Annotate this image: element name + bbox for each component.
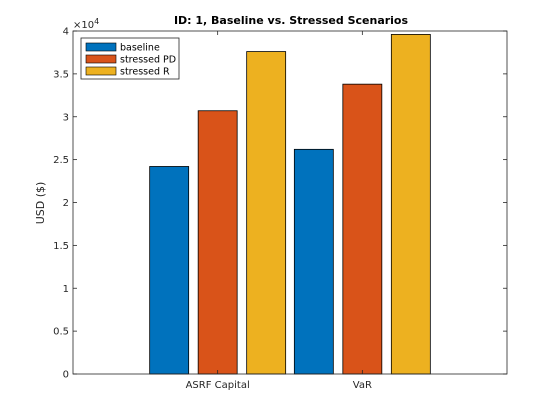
y-tick-label: 2	[63, 198, 69, 209]
y-tick-label: 0.5	[53, 327, 69, 338]
y-exponent-power: 4	[94, 17, 99, 26]
y-tick-label: 2.5	[53, 155, 69, 166]
bar-stressed-r-asrf-capital	[246, 51, 287, 375]
legend-label-baseline: baseline	[120, 43, 160, 54]
bar-stressed-r-var	[390, 34, 431, 375]
x-tick-label: ASRF Capital	[186, 380, 250, 391]
y-tick-label: 3.5	[53, 69, 69, 80]
x-tick-labels: ASRF Capital VaR	[186, 380, 372, 391]
x-tick-label: VaR	[353, 380, 372, 391]
legend-label-stressed-pd: stressed PD	[120, 55, 176, 66]
bars-group	[149, 34, 431, 375]
y-exponent-base: ×10	[73, 20, 94, 31]
y-axis-label: USD ($)	[34, 182, 47, 225]
y-tick-label: 3	[63, 112, 69, 123]
bar-baseline-var	[293, 148, 334, 375]
y-tick-label: 1	[63, 284, 69, 295]
bar-baseline-asrf-capital	[149, 166, 190, 375]
bar-stressed-pd-asrf-capital	[197, 110, 238, 375]
legend-swatch-baseline	[85, 42, 117, 52]
y-tick-label: 1.5	[53, 241, 69, 252]
legend-label-stressed-r: stressed R	[120, 67, 170, 78]
axes-group	[72, 30, 508, 375]
y-tick-label: 4	[63, 27, 69, 38]
chart-title: ID: 1, Baseline vs. Stressed Scenarios	[174, 14, 409, 27]
bar-stressed-pd-var	[342, 83, 383, 375]
legend-swatch-stressed-pd	[85, 54, 117, 64]
y-tick-label: 0	[63, 370, 69, 381]
y-tick-labels: 0 0.5 1 1.5 2 2.5 3 3.5 4	[53, 27, 69, 381]
legend-swatch-stressed-r	[85, 66, 117, 76]
plot-background	[73, 31, 507, 374]
plot-area	[73, 31, 507, 374]
y-exponent-label: ×104	[73, 17, 99, 31]
